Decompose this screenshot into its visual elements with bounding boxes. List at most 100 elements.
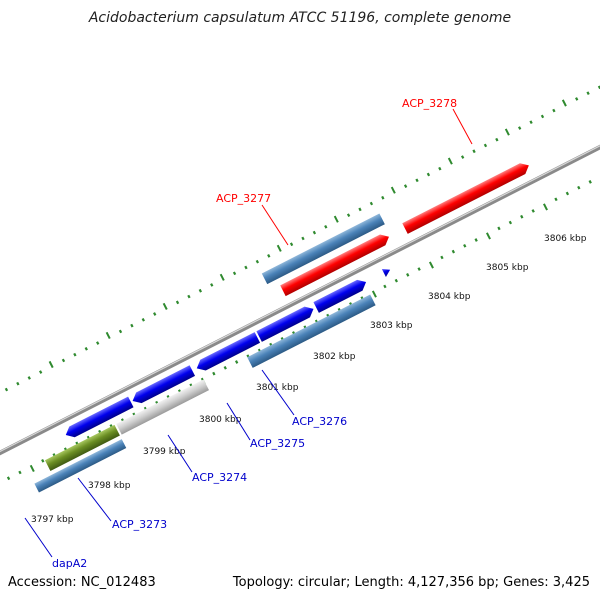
minor-tick — [383, 284, 387, 289]
gene-arrow-acp-3276[interactable] — [313, 277, 368, 313]
feature-track — [34, 160, 531, 493]
backbone-highlight — [0, 26, 600, 527]
gene-label-acp-3273[interactable]: ACP_3273 — [112, 518, 167, 531]
gene-arrow-acp-3274[interactable] — [194, 332, 261, 374]
minor-tick — [472, 149, 476, 154]
minor-tick — [460, 155, 465, 159]
scale-label: 3801 kbp — [256, 383, 299, 393]
minor-tick — [255, 259, 260, 264]
minor-tick — [41, 458, 45, 463]
minor-tick — [267, 254, 271, 258]
scale-label: 3806 kbp — [544, 234, 587, 244]
minor-tick — [346, 213, 351, 218]
minor-tick — [369, 201, 374, 206]
leader-line — [452, 108, 473, 145]
major-tick — [447, 157, 453, 165]
minor-tick — [244, 265, 248, 270]
minor-tick — [130, 323, 134, 328]
leader-line — [24, 517, 53, 558]
gene-arrow-dapa2-reverse[interactable] — [34, 439, 127, 493]
minor-tick — [16, 381, 20, 386]
major-tick — [162, 302, 168, 310]
gene-arrow-acp-3278[interactable] — [402, 160, 531, 234]
gene-arrow-left-blue[interactable] — [63, 396, 134, 441]
minor-tick — [575, 97, 579, 101]
minor-tick — [4, 387, 9, 392]
minor-tick — [508, 220, 513, 225]
minor-tick — [540, 114, 545, 119]
major-tick — [29, 464, 35, 472]
minor-tick — [554, 197, 558, 202]
minor-tick — [18, 470, 22, 475]
major-tick — [219, 273, 225, 281]
leader-line — [77, 477, 112, 522]
major-tick — [428, 261, 434, 269]
major-tick — [48, 360, 54, 369]
minor-tick — [552, 108, 556, 113]
gene-arrow-acp-3277-reverse[interactable] — [261, 213, 385, 285]
minor-tick — [324, 224, 328, 229]
leader-line — [261, 369, 295, 416]
minor-tick — [426, 172, 431, 177]
minor-tick — [586, 91, 590, 95]
minor-tick — [141, 317, 145, 322]
minor-tick — [406, 273, 410, 277]
gene-label-dapa2[interactable]: dapA2 — [52, 557, 87, 570]
minor-tick — [232, 271, 237, 276]
gene-arrow-dapa2[interactable] — [44, 424, 120, 471]
minor-tick — [289, 242, 294, 247]
backbone-line — [0, 25, 600, 530]
outer-tick-ring — [4, 85, 600, 392]
gene-arrow-rna[interactable] — [116, 379, 210, 435]
minor-tick — [497, 226, 501, 231]
minor-tick — [417, 267, 421, 271]
scale-label: 3799 kbp — [143, 447, 186, 457]
minor-tick — [474, 238, 478, 242]
gene-label-acp-3274[interactable]: ACP_3274 — [192, 471, 247, 484]
minor-tick — [39, 370, 43, 374]
gene-label-acp-3278[interactable]: ACP_3278 — [402, 97, 457, 110]
minor-tick — [175, 300, 180, 305]
minor-tick — [520, 214, 524, 219]
minor-tick — [495, 137, 499, 142]
gene-arrow-small[interactable] — [381, 266, 392, 277]
minor-tick — [223, 365, 227, 370]
minor-tick — [301, 236, 305, 241]
minor-tick — [440, 255, 444, 260]
gene-arrow-acp-3277-forward[interactable] — [280, 231, 391, 297]
minor-tick — [27, 376, 31, 380]
minor-tick — [463, 243, 467, 248]
minor-tick — [518, 126, 522, 130]
gene-label-acp-3276[interactable]: ACP_3276 — [292, 415, 347, 428]
minor-tick — [529, 120, 533, 125]
minor-tick — [210, 283, 214, 287]
minor-tick — [451, 249, 456, 254]
gene-arrow-acp-3275[interactable] — [256, 303, 316, 342]
major-tick — [105, 331, 111, 340]
scale-label: 3800 kbp — [199, 415, 242, 425]
scale-label: 3805 kbp — [486, 263, 529, 273]
gene-label-acp-3277[interactable]: ACP_3277 — [216, 192, 271, 205]
scale-label: 3804 kbp — [428, 292, 471, 302]
gene-arrow-acp-3273[interactable] — [130, 365, 196, 406]
major-tick — [333, 215, 339, 223]
minor-tick — [153, 312, 157, 316]
minor-tick — [187, 294, 191, 299]
minor-tick — [6, 476, 11, 481]
map-title: Acidobacterium capsulatum ATCC 51196, co… — [88, 10, 512, 26]
gene-arrow-acp-3275-reverse[interactable] — [247, 294, 376, 368]
minor-tick — [61, 358, 66, 363]
minor-tick — [381, 195, 385, 200]
major-tick — [390, 186, 396, 194]
minor-tick — [234, 360, 239, 364]
minor-tick — [403, 184, 408, 188]
minor-tick — [588, 180, 592, 184]
gene-labels: ACP_3278 ACP_3277 ACP_3276 ACP_3275 ACP_… — [24, 97, 473, 570]
minor-tick — [565, 191, 570, 196]
major-tick — [561, 99, 567, 107]
minor-tick — [312, 230, 317, 235]
minor-tick — [212, 371, 216, 376]
minor-tick — [415, 178, 419, 183]
gene-label-acp-3275[interactable]: ACP_3275 — [250, 437, 305, 450]
